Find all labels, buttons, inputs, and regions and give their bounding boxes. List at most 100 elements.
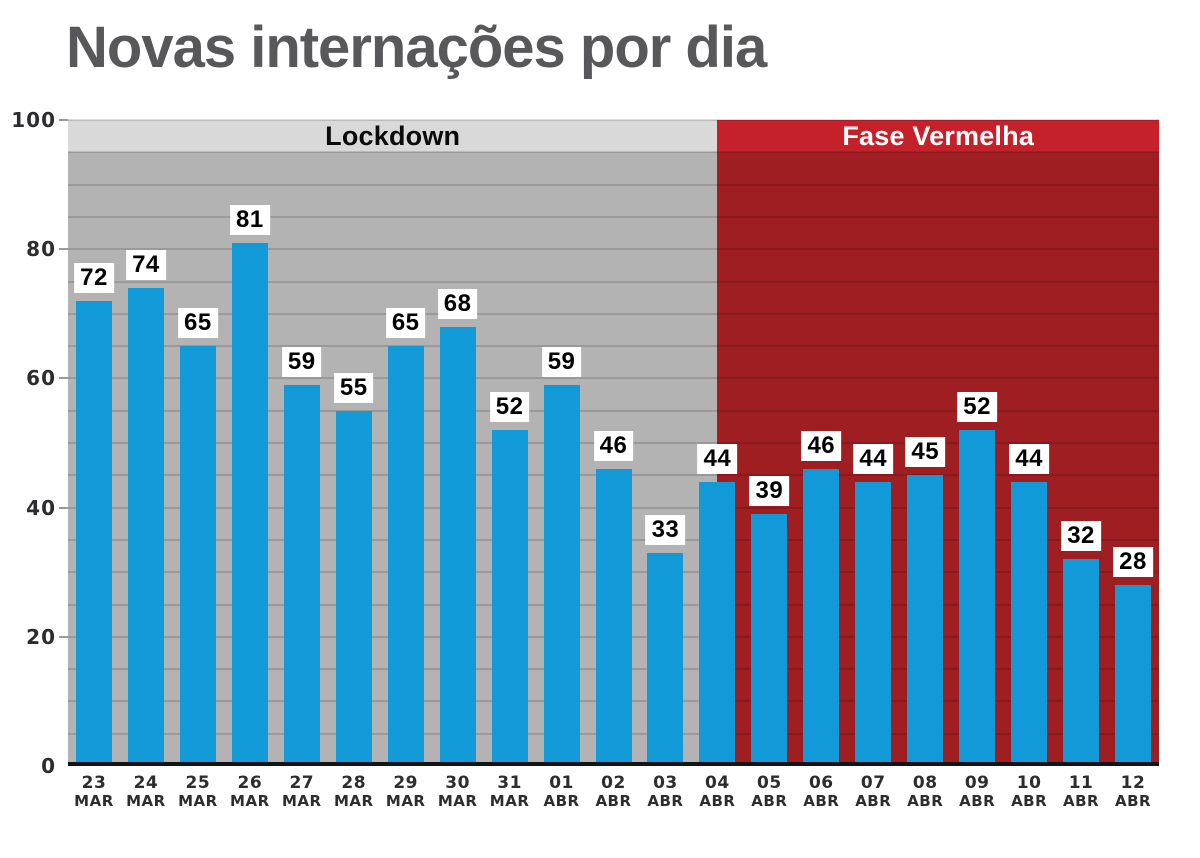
y-tick-mark [59,377,68,380]
x-tick-month: MAR [126,792,166,810]
x-tick-label: 29 MAR [385,774,426,810]
bar-value-label: 59 [541,346,582,377]
bar [543,384,580,766]
x-tick-label: 30 MAR [437,773,478,810]
x-tick-month: ABR [1063,792,1100,810]
bar [439,326,476,766]
bar [387,346,424,766]
chart-title: Novas internações por dia [66,15,767,80]
x-tick-day: 23 [81,773,107,793]
gridline [68,345,1159,348]
bar-value-label: 46 [593,430,634,461]
gridline [68,151,1159,154]
x-tick-month: MAR [230,792,270,810]
x-tick-month: ABR [1011,792,1048,810]
gridline [68,409,1159,412]
y-tick-mark [59,635,68,638]
bar-value-label: 46 [801,430,842,461]
x-tick-day: 05 [757,773,782,793]
x-tick-label: 28 MAR [333,773,374,810]
x-tick-day: 28 [341,773,367,793]
x-tick-day: 09 [964,773,990,793]
y-axis: 0 20 40 60 80 100 [0,109,56,777]
bar-value-label: 32 [1061,521,1101,552]
x-tick-month: MAR [178,792,218,810]
bar-value-label: 55 [333,372,374,403]
x-tick-month: ABR [699,792,736,810]
x-tick-month: MAR [489,792,530,810]
bar [1011,481,1048,766]
x-tick-day: 26 [237,773,263,793]
x-tick-month: MAR [74,792,114,810]
bar [283,384,320,766]
bar-value-label: 59 [281,346,322,377]
x-tick-day: 27 [289,773,315,793]
gridline [68,183,1159,186]
x-tick-label: 10 ABR [1011,773,1048,810]
x-tick-label: 03 ABR [647,773,684,810]
x-tick-month: ABR [543,792,580,810]
x-tick-label: 26 MAR [230,773,270,810]
x-tick-day: 31 [497,773,522,793]
bar [127,287,164,766]
x-tick-label: 02 ABR [595,773,632,810]
gridline [68,280,1159,283]
bar [491,430,528,766]
x-tick-month: ABR [959,792,996,810]
x-tick-day: 25 [185,773,211,793]
bar-value-label: 72 [74,262,114,293]
bar [179,346,216,766]
x-tick-label: 01 ABR [543,774,580,810]
y-tick-label: 40 [26,495,56,520]
x-tick-month: ABR [751,792,788,810]
x-tick-month: ABR [647,792,684,810]
bar-value-label: 28 [1113,547,1153,578]
x-axis-line [68,762,1159,766]
gridline [68,248,1159,251]
bar-value-label: 65 [178,308,218,339]
x-axis: 23 MAR 24 MAR 25 MAR 26 MAR 27 MAR 28 MAR 29 MAR 30 MAR… [68,774,1159,834]
bar [803,468,840,766]
bar [751,514,788,766]
gridline [68,215,1159,218]
x-tick-month: MAR [333,792,374,810]
y-tick-label: 80 [26,237,56,262]
region-label-fase-vermelha: Fase Vermelha [842,120,1035,151]
x-tick-day: 06 [808,773,834,793]
bar-value-label: 68 [437,288,478,319]
x-tick-label: 11 ABR [1063,773,1100,810]
y-tick-label: 0 [41,754,56,778]
x-tick-month: ABR [1114,792,1152,810]
bar-value-label: 52 [957,392,998,423]
bar-value-label: 65 [385,308,426,339]
gridline [68,312,1159,315]
x-tick-month: MAR [281,792,322,810]
x-tick-day: 30 [445,773,470,793]
y-tick-label: 20 [26,624,56,649]
bar [595,468,632,766]
x-tick-label: 06 ABR [803,773,839,810]
x-tick-day: 08 [912,773,938,793]
x-tick-month: ABR [855,792,892,810]
y-tick-label: 60 [26,366,56,391]
bar-value-label: 44 [853,443,894,474]
bar [1115,585,1152,766]
x-tick-day: 10 [1016,773,1042,793]
x-tick-month: MAR [437,792,478,810]
x-tick-month: MAR [385,792,426,810]
x-tick-label: 12 ABR [1114,774,1152,810]
x-tick-day: 03 [653,773,678,793]
x-tick-day: 11 [1068,773,1094,793]
bar [959,430,996,766]
region-band-fase-vermelha: Fase Vermelha [717,120,1159,153]
x-tick-day: 02 [601,773,626,793]
bar [231,242,268,766]
bar [907,475,944,766]
bar-value-label: 44 [1009,443,1049,474]
x-tick-label: 31 MAR [489,773,530,810]
y-tick-mark [59,506,68,509]
x-tick-month: ABR [595,792,632,810]
bar [75,300,112,766]
x-tick-label: 24 MAR [126,774,166,810]
